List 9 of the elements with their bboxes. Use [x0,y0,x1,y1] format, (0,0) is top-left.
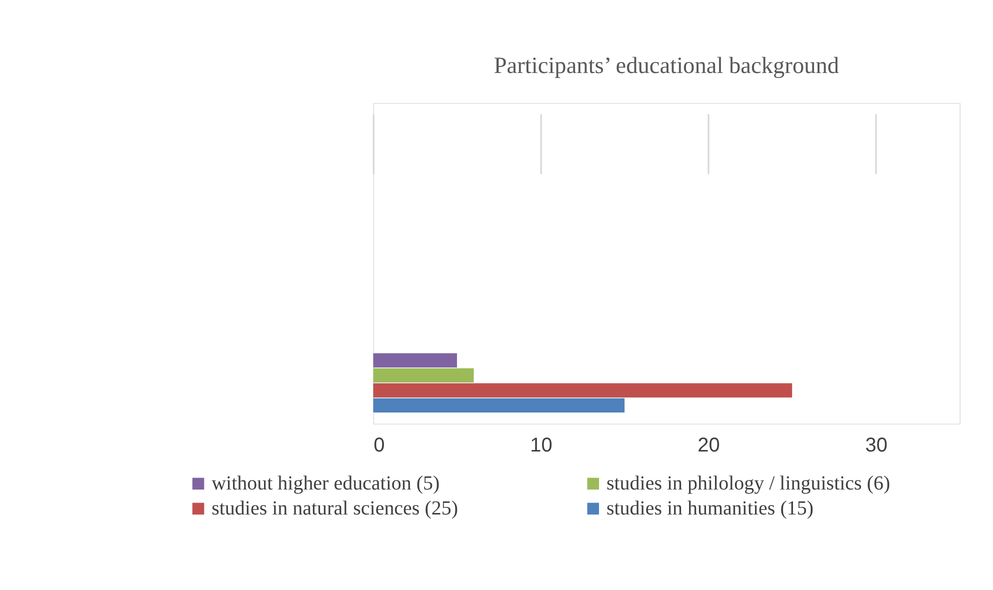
x-tick-label: 30 [865,434,888,457]
x-tick-label: 20 [698,434,720,457]
x-tick-label: 10 [530,434,552,457]
legend-label: without higher education (5) [212,472,440,495]
chart-title: Participants’ educational background [494,52,840,79]
legend-label: studies in philology / linguistics (6) [606,472,890,495]
legend-label: studies in humanities (15) [606,498,814,520]
x-tick-label: 0 [374,434,385,457]
legend-label: studies in natural sciences (25) [212,498,458,520]
